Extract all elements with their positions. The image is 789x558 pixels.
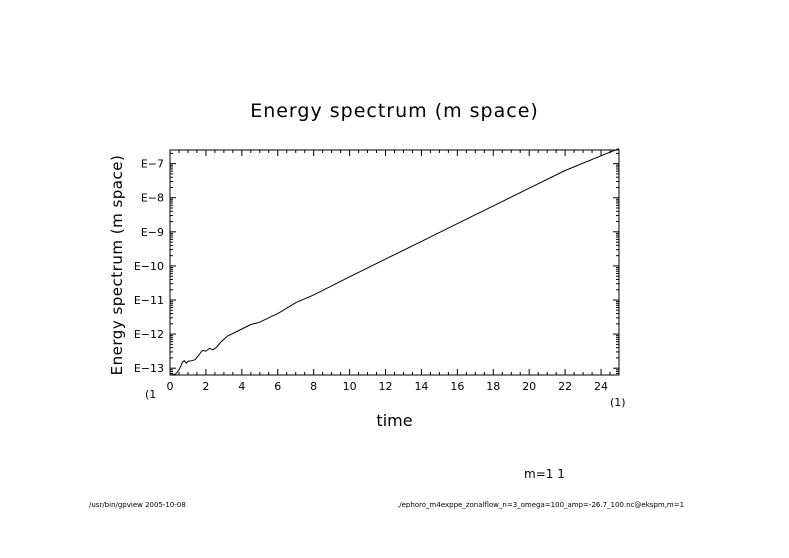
x-tick-label: 4: [238, 380, 245, 393]
x-tick-label: 18: [486, 380, 500, 393]
plot-frame: [169, 149, 620, 376]
x-tick-label: 14: [414, 380, 428, 393]
series-layer: [169, 148, 620, 376]
y-tick-label: E−11: [134, 294, 164, 307]
chart-title: Energy spectrum (m space): [250, 100, 539, 122]
x-axis-label: time: [376, 411, 413, 430]
x-tick-label: 0: [167, 380, 174, 393]
footer-right-text: ./ephoro_m4exppe_zonalflow_n=3_omega=100…: [397, 501, 685, 509]
y-ticks: E−13 E−12 E−11 E−10 E−9 E−8 E−7: [134, 152, 619, 375]
y-tick-label: E−10: [134, 260, 164, 273]
y-tick-label: E−8: [141, 192, 164, 205]
series-line: [169, 148, 620, 376]
x-scale-label: (1): [610, 396, 626, 409]
y-tick-label: E−12: [134, 328, 164, 341]
x-tick-label: 10: [343, 380, 357, 393]
y-tick-label: E−9: [141, 226, 164, 239]
y-scale-label: (1: [145, 388, 156, 401]
x-tick-label: 24: [594, 380, 608, 393]
x-tick-label: 22: [558, 380, 572, 393]
footer-left-text: /usr/bin/gpview 2005-10-08: [89, 501, 186, 509]
legend-label: m=1 1: [524, 467, 565, 481]
x-tick-label: 2: [202, 380, 209, 393]
x-ticks: 0 2 4 6 8 10 12 14 16 18 20 22 24: [167, 150, 620, 393]
y-tick-label: E−13: [134, 362, 164, 375]
x-tick-label: 20: [522, 380, 536, 393]
x-tick-label: 6: [274, 380, 281, 393]
x-tick-label: 12: [379, 380, 393, 393]
x-tick-label: 16: [450, 380, 464, 393]
y-tick-label: E−7: [141, 158, 164, 171]
x-tick-label: 8: [310, 380, 317, 393]
